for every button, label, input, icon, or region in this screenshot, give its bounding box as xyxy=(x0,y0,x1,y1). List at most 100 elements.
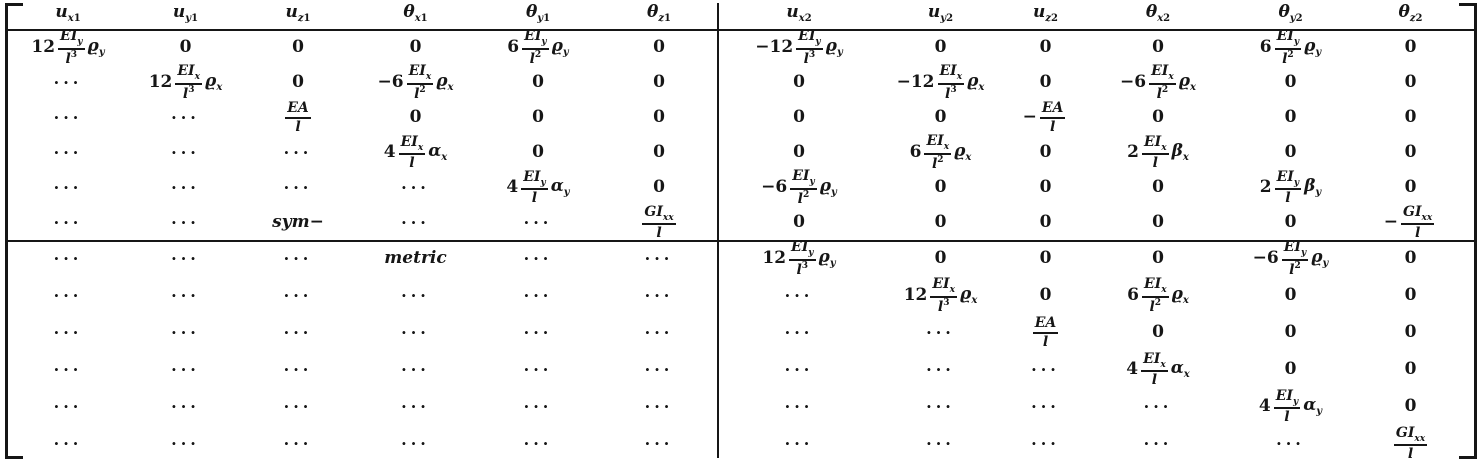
matrix-cell: ··· xyxy=(523,396,553,416)
matrix-cell: − GIxx l xyxy=(1383,203,1435,242)
matrix-cell: ··· xyxy=(523,212,553,232)
matrix-cell: ··· xyxy=(283,142,313,162)
matrix-cell: −6 EIx l2 ϱx xyxy=(377,63,454,102)
matrix-cell: ··· xyxy=(523,322,553,342)
matrix-cell: 0 xyxy=(532,142,544,162)
matrix-cell: 0 xyxy=(1284,212,1297,232)
matrix-cell: 0 xyxy=(1152,177,1164,197)
matrix-cell: ··· xyxy=(171,248,200,268)
matrix-cell: − EA l xyxy=(1022,100,1066,135)
matrix-cell: 12 EIy l3 ϱy xyxy=(31,28,105,67)
matrix-cell: ··· xyxy=(53,359,83,379)
matrix-cell: 0 xyxy=(1152,248,1164,268)
matrix-cell: ··· xyxy=(283,433,313,453)
matrix-cell: 0 xyxy=(1404,177,1417,197)
matrix-cell: ··· xyxy=(53,177,83,197)
matrix-cell: EA l xyxy=(1032,315,1059,350)
matrix-cell: 0 xyxy=(1152,107,1164,127)
matrix-cell: ··· xyxy=(53,396,83,416)
matrix-cell: ··· xyxy=(644,285,674,305)
column-header: θy1 xyxy=(525,2,551,24)
matrix-cell: sym− xyxy=(272,212,324,232)
matrix-cell: ··· xyxy=(401,177,430,197)
matrix-cell: ··· xyxy=(1031,433,1060,453)
matrix-cell: ··· xyxy=(171,433,200,453)
matrix-cell: 0 xyxy=(1039,37,1052,57)
matrix-cell: ··· xyxy=(401,285,430,305)
matrix-cell: ··· xyxy=(53,72,83,92)
column-header: uy1 xyxy=(172,2,199,24)
column-header: θx1 xyxy=(403,2,428,24)
matrix-cell: 0 xyxy=(934,248,947,268)
matrix-cell: 6 EIx l2 ϱx xyxy=(1127,276,1189,315)
matrix-cell: GIxx l xyxy=(1393,424,1428,462)
matrix-cell: ··· xyxy=(523,248,553,268)
matrix-cell: ··· xyxy=(53,433,83,453)
matrix-cell: ··· xyxy=(171,359,200,379)
matrix-cell: ··· xyxy=(644,248,674,268)
matrix-cell: 12 EIx l3 ϱx xyxy=(903,276,978,315)
matrix-grid: ux1 uy1 uz1 θx1 θy1 θz1 ux2 uy2 uz2 θx2 θy2 θz2 12 EI… xyxy=(8,0,1474,462)
matrix-cell: ··· xyxy=(283,177,313,197)
matrix-cell: ··· xyxy=(171,212,200,232)
matrix-cell: 4 EIy l αy xyxy=(506,168,570,207)
node1-node2-divider-line xyxy=(717,3,719,458)
matrix-cell: ··· xyxy=(523,433,553,453)
matrix-cell: 6 EIy l2 ϱy xyxy=(1259,28,1322,67)
matrix-cell: 0 xyxy=(1404,72,1417,92)
matrix-cell: ··· xyxy=(523,359,553,379)
matrix-cell: ··· xyxy=(283,359,313,379)
matrix-cell: −6 EIx l2 ϱx xyxy=(1120,63,1196,102)
matrix-cell: ··· xyxy=(283,248,313,268)
matrix-cell: ··· xyxy=(171,142,200,162)
matrix-cell: 0 xyxy=(934,37,947,57)
column-header: uz1 xyxy=(285,2,311,24)
matrix-cell: ··· xyxy=(644,396,674,416)
matrix-cell: 0 xyxy=(934,107,947,127)
matrix-cell: 0 xyxy=(1404,248,1417,268)
matrix-cell: 0 xyxy=(1404,142,1417,162)
matrix-cell: ··· xyxy=(401,396,430,416)
matrix-cell: 0 xyxy=(934,212,947,232)
matrix-cell: ··· xyxy=(401,359,430,379)
matrix-cell: EA l xyxy=(285,100,311,135)
matrix-cell: 0 xyxy=(1284,285,1297,305)
matrix-cell: 0 xyxy=(1284,359,1297,379)
matrix-cell: ··· xyxy=(171,396,200,416)
matrix-cell: ··· xyxy=(53,142,83,162)
symmetric-block-divider-line xyxy=(7,240,1475,242)
column-header: ux2 xyxy=(786,2,812,24)
matrix-cell: 0 xyxy=(532,107,544,127)
matrix-cell: 2 EIx l βx xyxy=(1127,133,1189,172)
matrix-cell: 0 xyxy=(1404,322,1417,342)
matrix-cell: ··· xyxy=(926,396,955,416)
matrix-cell: −12 EIx l3 ϱx xyxy=(896,63,985,102)
matrix-cell: 4 EIx l αx xyxy=(1126,350,1190,389)
matrix-cell: −6 EIy l2 ϱy xyxy=(1252,239,1329,278)
matrix-cell: ··· xyxy=(1031,396,1060,416)
matrix-cell: ··· xyxy=(53,322,83,342)
matrix-cell: 0 xyxy=(1284,142,1297,162)
matrix-cell: ··· xyxy=(926,359,955,379)
column-header: θy2 xyxy=(1278,2,1303,24)
matrix-cell: 6 EIx l2 ϱx xyxy=(909,133,972,172)
matrix-cell: ··· xyxy=(283,285,313,305)
matrix-cell: −6 EIy l2 ϱy xyxy=(761,168,837,207)
matrix-cell: ··· xyxy=(784,359,814,379)
matrix-cell: ··· xyxy=(171,177,200,197)
matrix-cell: 0 xyxy=(653,177,665,197)
matrix-cell: ··· xyxy=(401,212,430,232)
matrix-cell: ··· xyxy=(1276,433,1305,453)
matrix-cell: 0 xyxy=(1284,322,1297,342)
matrix-cell: ··· xyxy=(171,322,200,342)
column-header: ux1 xyxy=(55,2,81,24)
column-header: uz2 xyxy=(1032,2,1059,24)
matrix-cell: 0 xyxy=(532,72,544,92)
matrix-cell: 0 xyxy=(793,142,805,162)
column-header: θz2 xyxy=(1398,2,1423,24)
matrix-cell: 0 xyxy=(1404,285,1417,305)
matrix-cell: 0 xyxy=(1152,212,1164,232)
matrix-cell: 0 xyxy=(409,107,422,127)
matrix-cell: −12 EIy l3 ϱy xyxy=(755,28,843,67)
